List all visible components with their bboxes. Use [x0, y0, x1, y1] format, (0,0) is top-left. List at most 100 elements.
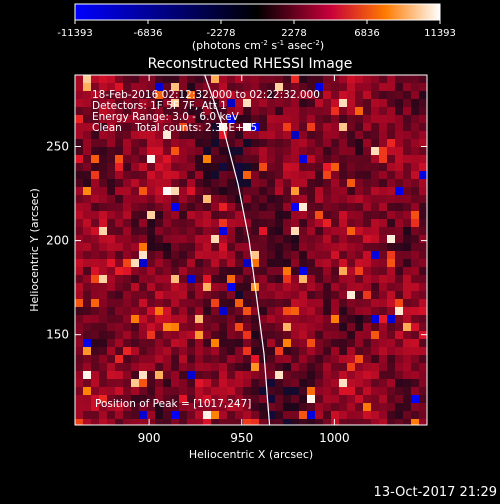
heatmap-cell [83, 395, 91, 403]
heatmap-cell [323, 267, 331, 275]
heatmap-cell [243, 315, 251, 323]
heatmap-cell [331, 131, 339, 139]
heatmap-cell [211, 259, 219, 267]
heatmap-cell [187, 307, 195, 315]
heatmap-cell [211, 203, 219, 211]
heatmap-cell [227, 259, 235, 267]
heatmap-cell [147, 99, 155, 107]
heatmap-cell [115, 347, 123, 355]
colorbar-tick-label: -11393 [57, 28, 92, 39]
heatmap-cell [259, 267, 267, 275]
heatmap-cell [315, 347, 323, 355]
heatmap-cell [147, 243, 155, 251]
heatmap-cell [347, 155, 355, 163]
heatmap-cell [299, 283, 307, 291]
heatmap-cell [259, 235, 267, 243]
heatmap-cell [163, 203, 171, 211]
heatmap-cell [379, 411, 387, 419]
heatmap-cell [387, 83, 395, 91]
heatmap-cell [99, 115, 107, 123]
heatmap-cell [403, 187, 411, 195]
heatmap-cell [339, 163, 347, 171]
heatmap-cell [227, 387, 235, 395]
heatmap-cell [387, 115, 395, 123]
heatmap-cell [83, 163, 91, 171]
heatmap-cell [339, 395, 347, 403]
heatmap-cell [347, 123, 355, 131]
heatmap-cell [163, 235, 171, 243]
heatmap-cell [355, 379, 363, 387]
heatmap-cell [299, 387, 307, 395]
heatmap-cell [139, 203, 147, 211]
heatmap-cell [275, 227, 283, 235]
heatmap-cell [315, 123, 323, 131]
heatmap-cell [83, 387, 91, 395]
heatmap-cell [275, 163, 283, 171]
heatmap-cell [91, 243, 99, 251]
heatmap-cell [211, 243, 219, 251]
heatmap-cell [75, 387, 83, 395]
heatmap-cell [235, 251, 243, 259]
heatmap-cell [339, 139, 347, 147]
heatmap-cell [147, 387, 155, 395]
heatmap-cell [235, 179, 243, 187]
heatmap-cell [307, 291, 315, 299]
heatmap-cell [307, 355, 315, 363]
heatmap-cell [275, 371, 283, 379]
heatmap-cell [187, 379, 195, 387]
heatmap-cell [211, 211, 219, 219]
heatmap-cell [171, 131, 179, 139]
heatmap-cell [259, 139, 267, 147]
heatmap-cell [403, 387, 411, 395]
heatmap-cell [275, 275, 283, 283]
heatmap-cell [307, 131, 315, 139]
heatmap-cell [307, 371, 315, 379]
heatmap-cell [395, 139, 403, 147]
heatmap-cell [219, 315, 227, 323]
heatmap-cell [267, 331, 275, 339]
heatmap-cell [99, 107, 107, 115]
heatmap-cell [195, 187, 203, 195]
heatmap-cell [251, 219, 259, 227]
heatmap-cell [259, 107, 267, 115]
heatmap-cell [403, 315, 411, 323]
heatmap-cell [171, 411, 179, 419]
heatmap-cell [187, 299, 195, 307]
heatmap-cell [339, 131, 347, 139]
heatmap-cell [203, 147, 211, 155]
heatmap-cell [371, 187, 379, 195]
heatmap-cell [179, 267, 187, 275]
heatmap-cell [355, 107, 363, 115]
heatmap-cell [387, 155, 395, 163]
heatmap-cell [283, 115, 291, 123]
heatmap-cell [339, 323, 347, 331]
heatmap-cell [99, 179, 107, 187]
heatmap-cell [339, 355, 347, 363]
heatmap-cell [259, 147, 267, 155]
heatmap-cell [227, 251, 235, 259]
heatmap-cell [203, 411, 211, 419]
plot-frame [74, 74, 428, 426]
heatmap-cell [219, 187, 227, 195]
heatmap-cell [163, 395, 171, 403]
heatmap-cell [251, 395, 259, 403]
heatmap-cell [171, 395, 179, 403]
heatmap-cell [75, 139, 83, 147]
heatmap-cell [403, 235, 411, 243]
heatmap-cell [355, 219, 363, 227]
heatmap-cell [363, 195, 371, 203]
heatmap-cell [203, 347, 211, 355]
heatmap-cell [163, 339, 171, 347]
heatmap-cell [83, 355, 91, 363]
heatmap-cell [227, 171, 235, 179]
heatmap-cell [115, 195, 123, 203]
heatmap-cell [395, 355, 403, 363]
heatmap-cell [291, 371, 299, 379]
heatmap-cell [379, 115, 387, 123]
heatmap-cell [99, 355, 107, 363]
x-axis-label: Heliocentric X (arcsec) [189, 448, 313, 461]
heatmap-cell [251, 123, 259, 131]
heatmap-cell [299, 147, 307, 155]
heatmap-cell [179, 371, 187, 379]
heatmap-cell [187, 403, 195, 411]
